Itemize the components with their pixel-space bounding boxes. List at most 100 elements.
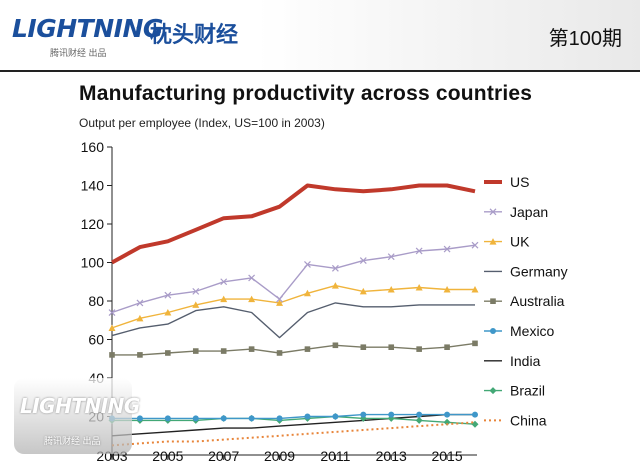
data-point-mexico [388,411,395,418]
data-point-mexico [164,415,171,422]
x-tick-label: 2005 [152,448,183,464]
data-point-japan [443,245,451,253]
x-tick-label: 2013 [376,448,407,464]
data-point-australia [360,344,367,350]
data-point-uk [248,295,256,303]
data-point-uk [220,295,228,303]
series-australia [109,340,478,358]
data-point-mexico [304,413,311,420]
y-tick-label: 160 [81,139,105,155]
legend-item-australia: Australia [484,293,565,309]
data-point-japan [471,241,479,249]
series-line-us [111,183,476,265]
data-point-japan [220,278,228,286]
data-point-japan [248,274,256,282]
data-point-brazil [471,420,479,428]
data-point-australia [137,352,143,358]
watermark-subtitle: 腾讯财经 出品 [44,436,101,446]
x-tick-label: 2015 [431,448,462,464]
legend-marker-australia [490,298,496,304]
legend-label-india: India [510,353,541,369]
data-point-australia [220,348,227,354]
series-germany [111,302,475,339]
logo-chinese-title: 枕头财经 [150,23,239,48]
legend-item-germany: Germany [484,263,568,279]
data-point-uk [443,285,451,293]
data-point-australia [276,350,283,356]
legend-label-brazil: Brazil [510,383,545,399]
y-tick-label: 60 [88,332,104,348]
data-point-japan [136,299,144,307]
chart-title: Manufacturing productivity across countr… [79,82,533,105]
data-point-uk [303,289,311,297]
data-point-australia [416,346,422,352]
y-tick-label: 100 [81,255,105,271]
data-point-brazil [415,416,423,424]
data-point-australia [248,346,255,352]
data-point-uk [331,282,339,289]
data-point-australia [444,344,450,350]
series-uk [108,282,479,331]
data-point-uk [136,314,144,322]
chart-subtitle: Output per employee (Index, US=100 in 20… [79,116,325,130]
series-line-germany [111,302,475,339]
data-point-uk [387,285,395,293]
header-divider [0,70,640,72]
legend-marker-mexico [490,328,496,334]
data-point-japan [387,253,395,261]
data-point-uk [415,284,423,291]
series-japan [108,241,479,316]
data-point-australia [109,352,115,358]
logo-text: LIGHTNING [12,14,163,43]
data-point-australia [165,350,171,356]
legend-label-us: US [510,174,529,190]
data-point-mexico [192,415,199,422]
legend-label-germany: Germany [510,263,568,279]
y-tick-label: 140 [81,178,105,194]
legend-marker-brazil [489,387,497,395]
issue-number: 第100期 [548,28,622,50]
data-point-uk [164,309,172,316]
data-point-japan [304,261,311,268]
data-point-mexico [444,411,451,418]
series-line-australia [112,342,476,356]
data-point-japan [415,247,423,255]
legend-item-india: India [484,353,541,369]
logo-subtitle: 腾讯财经 出品 [50,48,107,58]
data-point-mexico [248,415,255,422]
header-background [0,0,640,70]
data-point-japan [331,264,339,272]
legend-label-uk: UK [510,234,530,250]
data-point-uk [276,299,284,306]
legend-item-china: China [484,412,547,428]
header-bar: LIGHTNING · 枕头财经 腾讯财经 出品 第100期 [0,0,640,70]
legend-label-china: China [510,412,547,428]
series-us [111,183,476,265]
x-tick-label: 2009 [264,448,295,464]
chart-series [108,183,479,447]
data-point-mexico [276,415,283,422]
x-tick-label: 2007 [208,448,239,464]
data-point-uk [359,287,367,295]
data-point-brazil [443,418,451,426]
data-point-mexico [220,415,227,422]
series-line-brazil [112,415,476,425]
series-line-mexico [112,413,475,420]
legend-item-mexico: Mexico [484,323,555,339]
data-point-uk [471,285,479,293]
series-line-japan [111,244,476,314]
y-tick-label: 120 [81,216,105,232]
x-tick-label: 2011 [320,448,350,464]
data-point-uk [192,301,200,308]
data-point-japan [359,257,367,264]
data-point-japan [164,291,172,299]
data-point-australia [332,342,339,349]
data-point-australia [192,348,199,354]
data-point-japan [108,309,116,316]
data-point-mexico [332,413,339,420]
legend-label-australia: Australia [510,293,565,309]
series-china [111,421,476,447]
series-india [111,413,475,437]
brand-logo: LIGHTNING · 枕头财经 腾讯财经 出品 [12,14,262,60]
